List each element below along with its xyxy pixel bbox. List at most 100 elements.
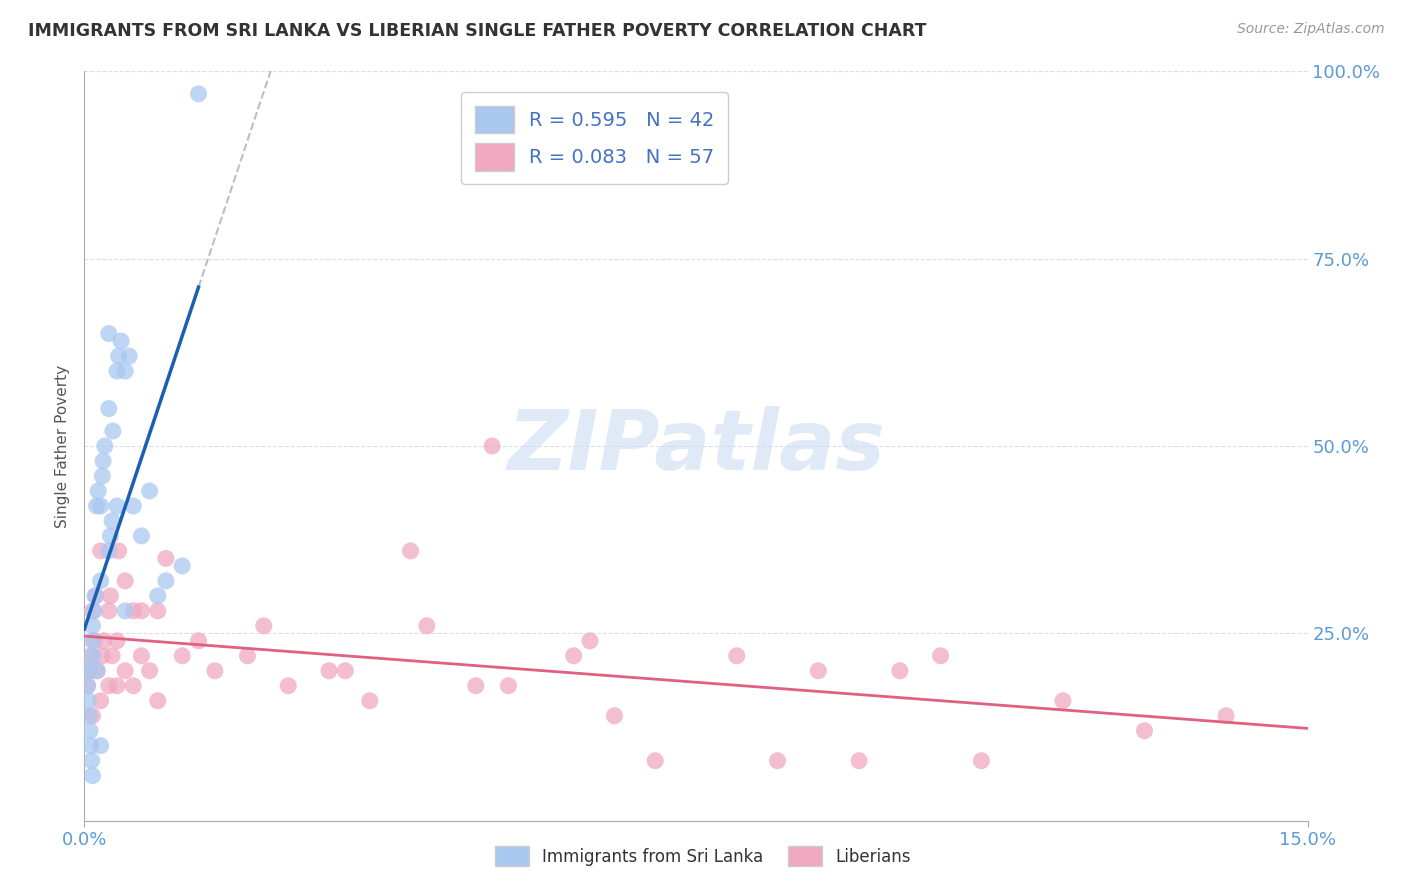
Point: [86, 499, 108, 513]
Point: [1052, 694, 1074, 708]
Point: [146, 604, 169, 618]
Point: [93, 633, 115, 648]
Point: [105, 499, 128, 513]
Text: IMMIGRANTS FROM SRI LANKA VS LIBERIAN SINGLE FATHER POVERTY CORRELATION CHART: IMMIGRANTS FROM SRI LANKA VS LIBERIAN SI…: [28, 22, 927, 40]
Point: [970, 754, 993, 768]
Point: [114, 574, 136, 588]
Point: [90, 694, 112, 708]
Text: Source: ZipAtlas.com: Source: ZipAtlas.com: [1237, 22, 1385, 37]
Point: [359, 694, 381, 708]
Point: [105, 364, 128, 378]
Point: [416, 619, 439, 633]
Point: [562, 648, 585, 663]
Point: [172, 648, 194, 663]
Point: [1133, 723, 1156, 738]
Point: [83, 633, 105, 648]
Point: [107, 544, 129, 558]
Legend: R = 0.595   N = 42, R = 0.083   N = 57: R = 0.595 N = 42, R = 0.083 N = 57: [461, 92, 728, 185]
Point: [97, 401, 120, 416]
Point: [155, 574, 177, 588]
Point: [77, 694, 100, 708]
Point: [146, 694, 169, 708]
Point: [86, 664, 108, 678]
Point: [87, 483, 110, 498]
Point: [101, 648, 124, 663]
Point: [100, 529, 122, 543]
Point: [146, 589, 169, 603]
Point: [187, 633, 209, 648]
Point: [318, 664, 340, 678]
Point: [79, 723, 101, 738]
Point: [91, 648, 114, 663]
Point: [253, 619, 276, 633]
Point: [82, 769, 104, 783]
Point: [101, 424, 124, 438]
Point: [118, 349, 141, 363]
Point: [464, 679, 486, 693]
Point: [122, 604, 145, 618]
Point: [101, 514, 124, 528]
Point: [76, 664, 98, 678]
Point: [889, 664, 911, 678]
Point: [131, 604, 153, 618]
Point: [77, 664, 100, 678]
Point: [807, 664, 830, 678]
Point: [277, 679, 299, 693]
Point: [399, 544, 422, 558]
Point: [90, 739, 112, 753]
Point: [335, 664, 357, 678]
Point: [138, 483, 160, 498]
Point: [82, 604, 104, 618]
Point: [579, 633, 602, 648]
Point: [76, 679, 98, 693]
Point: [84, 589, 107, 603]
Point: [236, 648, 259, 663]
Point: [114, 604, 136, 618]
Point: [90, 544, 112, 558]
Point: [848, 754, 870, 768]
Point: [105, 679, 128, 693]
Legend: Immigrants from Sri Lanka, Liberians: Immigrants from Sri Lanka, Liberians: [486, 838, 920, 875]
Point: [131, 529, 153, 543]
Point: [644, 754, 666, 768]
Y-axis label: Single Father Poverty: Single Father Poverty: [55, 365, 70, 527]
Point: [114, 664, 136, 678]
Point: [122, 499, 145, 513]
Text: ZIPatlas: ZIPatlas: [508, 406, 884, 486]
Point: [100, 589, 122, 603]
Point: [76, 679, 98, 693]
Point: [93, 439, 115, 453]
Point: [97, 326, 120, 341]
Point: [83, 604, 105, 618]
Point: [80, 648, 103, 663]
Point: [138, 664, 160, 678]
Point: [91, 454, 114, 468]
Point: [82, 633, 104, 648]
Point: [77, 708, 100, 723]
Point: [80, 754, 103, 768]
Point: [82, 648, 104, 663]
Point: [97, 679, 120, 693]
Point: [929, 648, 952, 663]
Point: [131, 648, 153, 663]
Point: [187, 87, 209, 101]
Point: [80, 739, 103, 753]
Point: [105, 633, 128, 648]
Point: [725, 648, 748, 663]
Point: [97, 544, 120, 558]
Point: [107, 349, 129, 363]
Point: [1215, 708, 1237, 723]
Point: [82, 619, 104, 633]
Point: [122, 679, 145, 693]
Point: [91, 469, 114, 483]
Point: [97, 604, 120, 618]
Point: [172, 558, 194, 573]
Point: [603, 708, 626, 723]
Point: [155, 551, 177, 566]
Point: [110, 334, 132, 348]
Point: [90, 574, 112, 588]
Point: [204, 664, 226, 678]
Point: [86, 664, 108, 678]
Point: [498, 679, 520, 693]
Point: [82, 708, 104, 723]
